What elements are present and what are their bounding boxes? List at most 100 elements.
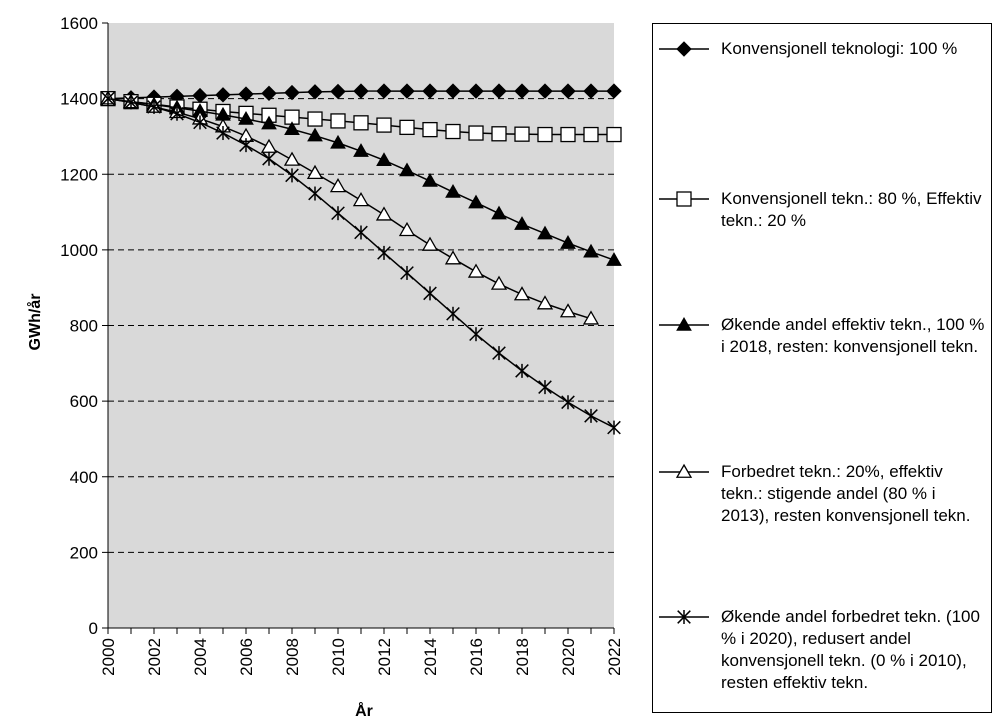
data-point: [215, 87, 231, 103]
x-tick-label: 2010: [329, 638, 348, 676]
data-point: [170, 106, 184, 121]
data-point: [492, 346, 506, 361]
data-point: [331, 206, 345, 221]
legend-marker: [659, 316, 709, 331]
data-point: [238, 86, 254, 102]
x-tick-label: 2000: [99, 638, 118, 676]
data-point: [606, 252, 622, 266]
data-point: [400, 265, 414, 280]
x-axis-ticks: 2000 2002 2004 2006 2008 2010 2012 2014 2016 2018…: [99, 628, 624, 676]
data-point: [354, 225, 368, 240]
gridlines: [108, 98, 614, 553]
data-point: [353, 83, 369, 99]
legend-label: Forbedret tekn.: 20%, effektiv tekn.: st…: [721, 462, 971, 525]
data-point: [536, 295, 554, 310]
data-point: [560, 235, 576, 249]
data-point: [262, 151, 276, 166]
x-tick-label: 2008: [283, 638, 302, 676]
data-point: [514, 126, 530, 142]
legend-marker: [659, 610, 709, 624]
data-point: [353, 143, 369, 157]
data-point: [330, 83, 346, 100]
data-point: [676, 41, 692, 57]
data-point: [307, 111, 323, 127]
data-point: [399, 162, 415, 177]
data-point: [193, 115, 207, 130]
data-point: [560, 126, 576, 143]
x-tick-label: 2006: [237, 638, 256, 676]
legend: Konvensjonell teknologi: 100 % Konvensjon…: [652, 23, 992, 713]
data-point: [445, 123, 461, 140]
data-point: [582, 310, 600, 325]
data-point: [490, 275, 508, 290]
x-axis-title: År: [355, 701, 373, 720]
data-point: [376, 117, 392, 133]
x-tick-label: 2016: [467, 638, 486, 676]
data-point: [606, 83, 622, 99]
y-tick-label: 200: [70, 543, 98, 562]
data-point: [491, 205, 507, 220]
data-point: [514, 216, 530, 230]
data-point: [283, 151, 301, 166]
y-tick-label: 1600: [60, 14, 98, 33]
legend-label: Økende andel forbedret tekn. (100 % i 20…: [721, 607, 980, 692]
data-point: [376, 83, 392, 99]
data-point: [423, 286, 437, 301]
data-point: [469, 327, 483, 342]
legend-label: Konvensjonell teknologi: 100 %: [721, 39, 958, 58]
y-tick-label: 1400: [60, 90, 98, 109]
series-line: [107, 97, 592, 320]
legend-marker: [659, 41, 709, 57]
data-point: [308, 186, 322, 201]
data-point: [307, 127, 323, 142]
data-point: [101, 91, 115, 106]
x-tick-label: 2002: [145, 638, 164, 676]
data-point: [676, 191, 692, 207]
data-point: [606, 126, 622, 143]
data-point: [468, 194, 484, 209]
data-point: [537, 83, 553, 99]
x-tick-label: 2022: [605, 638, 624, 676]
data-point: [377, 245, 391, 260]
x-tick-label: 2004: [191, 638, 210, 676]
x-tick-label: 2012: [375, 638, 394, 676]
data-point: [537, 225, 553, 240]
data-point: [285, 168, 299, 183]
data-point: [491, 83, 507, 99]
data-point: [561, 395, 575, 410]
data-point: [467, 263, 485, 278]
data-point: [329, 178, 347, 193]
series-5: [101, 91, 621, 435]
data-point: [468, 125, 484, 141]
y-tick-label: 600: [70, 392, 98, 411]
data-point: [560, 83, 576, 99]
y-tick-label: 1200: [60, 165, 98, 184]
y-axis-title: GWh/år: [26, 294, 44, 351]
data-point: [353, 115, 369, 131]
data-point: [399, 119, 415, 136]
data-point: [330, 134, 346, 149]
data-point: [330, 113, 346, 129]
data-point: [422, 83, 438, 99]
data-point: [559, 303, 577, 318]
data-point: [124, 95, 138, 110]
data-point: [216, 126, 230, 141]
data-point: [537, 126, 553, 143]
data-point: [284, 121, 300, 136]
data-point: [675, 463, 693, 478]
y-tick-label: 400: [70, 468, 98, 487]
data-point: [677, 610, 691, 624]
x-tick-label: 2020: [559, 638, 578, 676]
data-point: [239, 138, 253, 153]
data-point: [399, 83, 415, 99]
data-point: [513, 286, 531, 301]
legend-marker: [659, 191, 709, 207]
data-point: [284, 84, 300, 101]
x-tick-label: 2018: [513, 638, 532, 676]
x-tick-label: 2014: [421, 638, 440, 676]
data-point: [468, 83, 484, 99]
series-group: [99, 83, 622, 435]
data-point: [421, 236, 439, 251]
series-1: [100, 83, 622, 107]
